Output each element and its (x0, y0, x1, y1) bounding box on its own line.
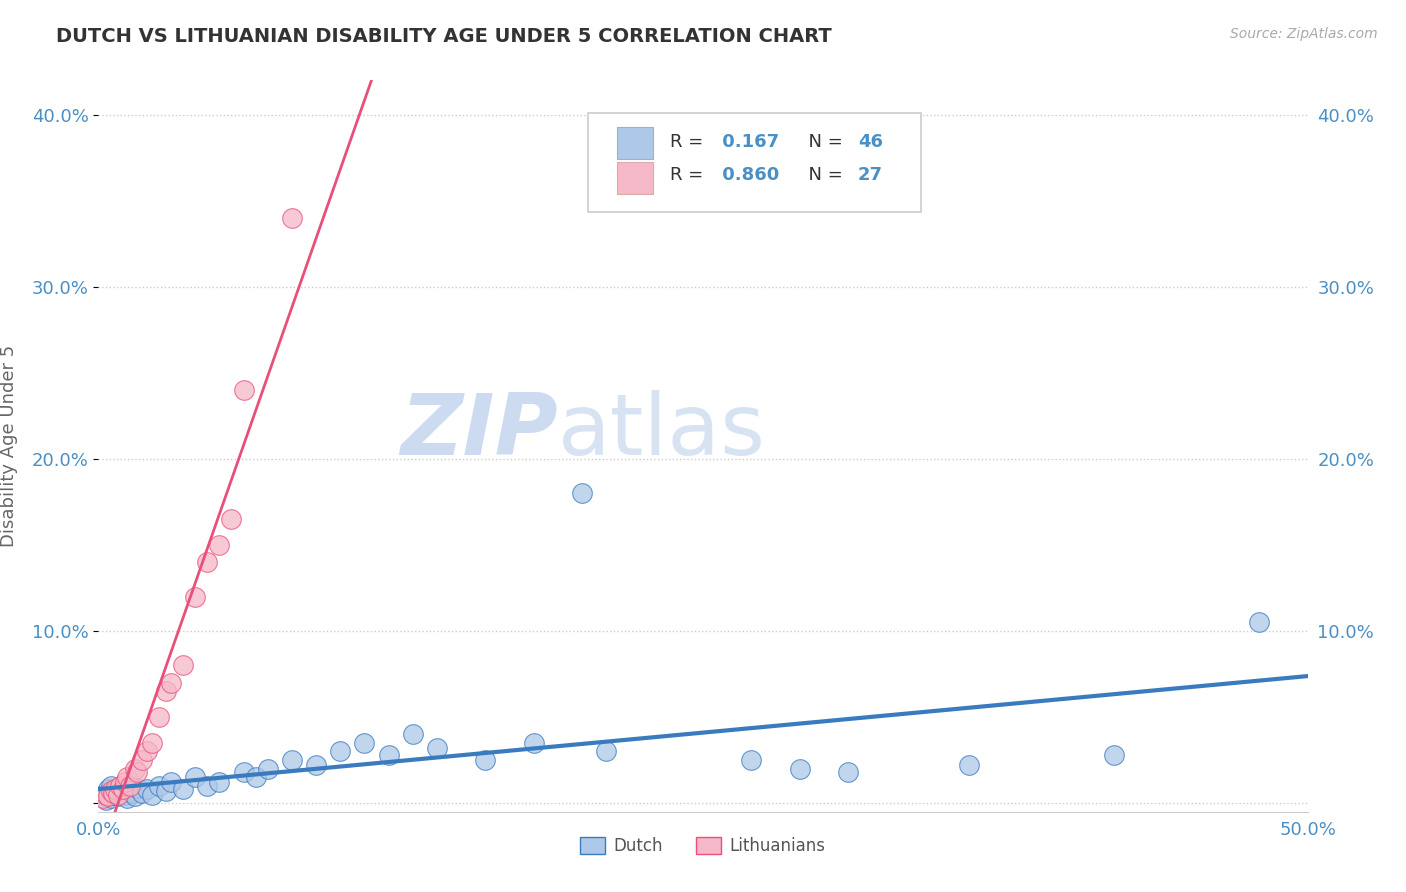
Point (208, 775, 231, 789)
Legend: Dutch, Lithuanians: Dutch, Lithuanians (574, 830, 832, 862)
Text: R =: R = (671, 167, 710, 185)
Point (221, 512, 243, 526)
Point (131, 786, 153, 800)
Point (1102, 747, 1125, 762)
Point (1249, 615, 1271, 630)
Point (571, 486, 593, 500)
Point (305, 758, 328, 772)
Point (595, 744, 617, 758)
Point (474, 753, 496, 767)
Point (172, 782, 194, 797)
Point (108, 779, 131, 793)
Point (101, 786, 124, 800)
Point (94, 792, 117, 806)
Point (353, 736, 375, 750)
Point (135, 744, 157, 758)
Text: ZIP: ZIP (401, 390, 558, 473)
Point (377, 747, 399, 762)
Point (957, 758, 980, 772)
Point (108, 786, 131, 800)
Point (426, 741, 449, 756)
Point (245, 770, 267, 784)
Point (184, 590, 207, 604)
Point (104, 784, 127, 798)
Point (232, 765, 254, 780)
Point (94, 788, 117, 802)
Point (114, 788, 136, 802)
Point (124, 789, 146, 804)
Point (127, 765, 149, 780)
Point (127, 780, 149, 795)
Point (100, 779, 122, 793)
Point (195, 779, 218, 793)
FancyBboxPatch shape (617, 127, 654, 160)
Point (184, 770, 207, 784)
Point (117, 791, 139, 805)
Point (100, 791, 122, 805)
Point (172, 658, 194, 673)
FancyBboxPatch shape (588, 113, 921, 212)
Point (148, 710, 170, 724)
Point (118, 779, 141, 793)
Point (141, 788, 163, 802)
Point (837, 765, 859, 780)
Point (124, 762, 146, 776)
Point (91, 791, 114, 805)
Text: DUTCH VS LITHUANIAN DISABILITY AGE UNDER 5 CORRELATION CHART: DUTCH VS LITHUANIAN DISABILITY AGE UNDER… (56, 27, 832, 45)
Point (148, 779, 170, 793)
Text: 0.167: 0.167 (716, 134, 779, 152)
Point (155, 684, 177, 698)
Point (117, 770, 139, 784)
Point (402, 727, 425, 741)
Point (141, 736, 163, 750)
Point (114, 775, 136, 789)
Point (97, 782, 120, 797)
Point (121, 786, 143, 800)
Point (523, 736, 546, 750)
Point (281, 211, 304, 225)
Point (135, 782, 157, 797)
Point (91, 788, 114, 802)
Text: N =: N = (797, 167, 849, 185)
Text: R =: R = (671, 134, 710, 152)
Text: atlas: atlas (558, 390, 766, 473)
Point (155, 784, 177, 798)
Point (208, 538, 231, 552)
Point (118, 784, 141, 798)
Point (232, 383, 254, 397)
Point (281, 753, 304, 767)
Point (104, 782, 127, 797)
Point (97, 789, 120, 804)
Point (329, 744, 352, 758)
Text: N =: N = (797, 134, 849, 152)
FancyBboxPatch shape (617, 162, 654, 194)
Point (111, 782, 134, 797)
Point (131, 753, 153, 767)
Y-axis label: Disability Age Under 5: Disability Age Under 5 (0, 345, 18, 547)
Point (256, 762, 278, 776)
Text: 27: 27 (858, 167, 883, 185)
Point (111, 782, 134, 797)
Point (740, 753, 762, 767)
Text: 46: 46 (858, 134, 883, 152)
Point (160, 775, 183, 789)
Point (789, 762, 811, 776)
Text: Source: ZipAtlas.com: Source: ZipAtlas.com (1230, 27, 1378, 41)
Point (101, 788, 124, 802)
Text: 0.860: 0.860 (716, 167, 779, 185)
Point (107, 789, 129, 804)
Point (107, 788, 129, 802)
Point (160, 675, 183, 690)
Point (195, 555, 218, 569)
Point (100, 784, 122, 798)
